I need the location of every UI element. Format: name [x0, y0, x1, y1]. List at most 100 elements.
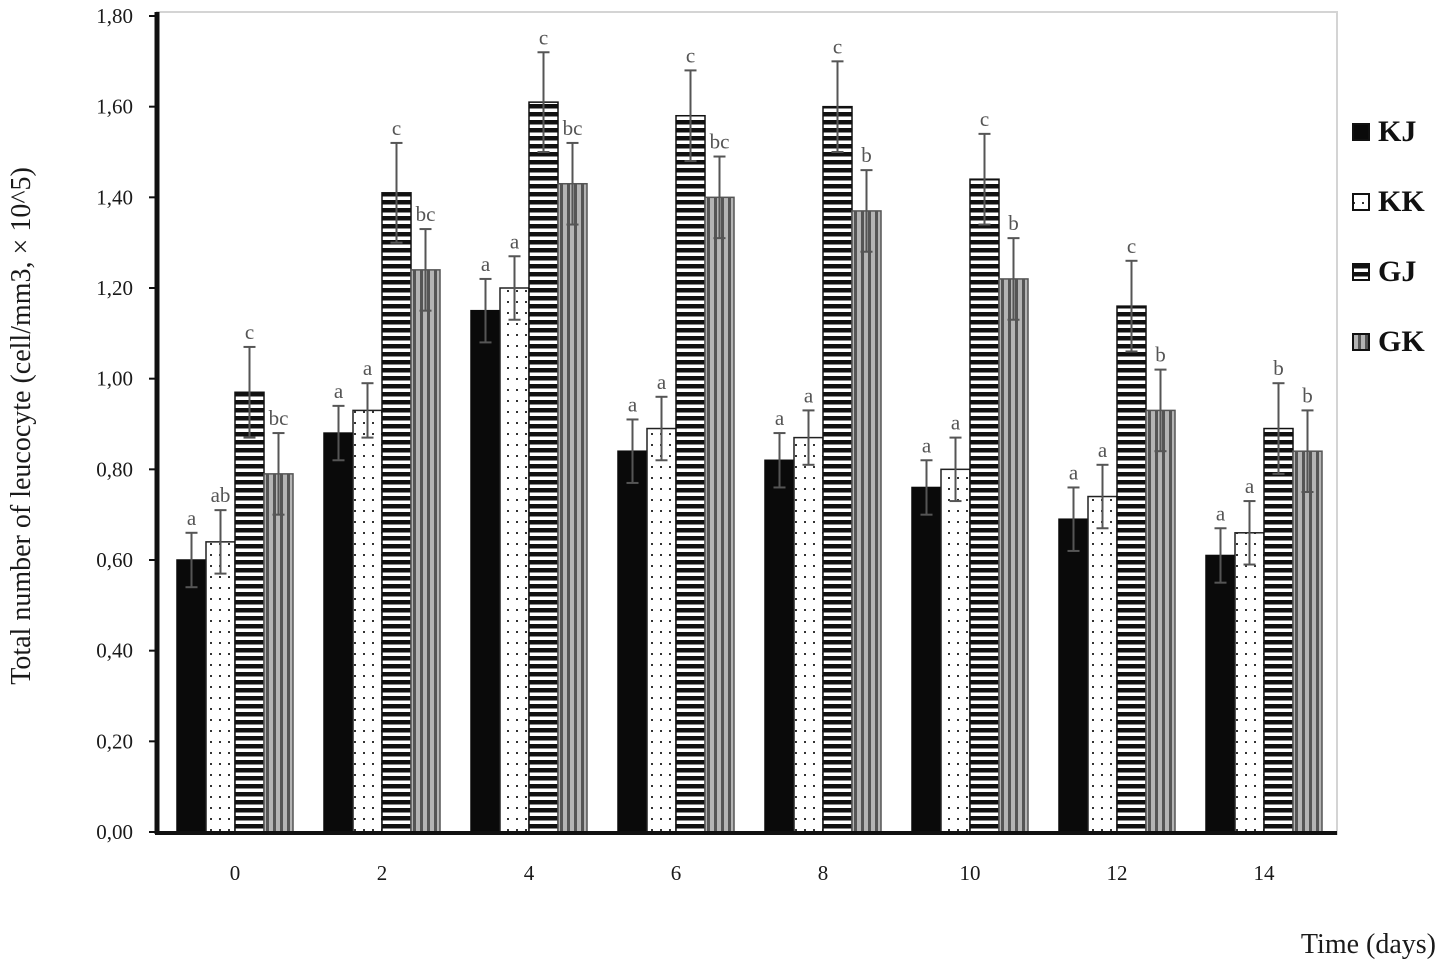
error-bar-gj-day-10 — [978, 132, 991, 226]
bar-gj-day-10 — [969, 178, 1000, 833]
error-bar-gj-day-14 — [1272, 382, 1285, 475]
error-bar-kj-day-12 — [1067, 486, 1080, 552]
error-bar-gj-day-6 — [684, 69, 697, 163]
bar-kj-day-10 — [911, 486, 942, 833]
x-tick-2: 2 — [377, 861, 388, 885]
error-bar-kk-day-0 — [214, 509, 227, 575]
sig-label-kj-day-6: a — [628, 392, 638, 416]
sig-label-kj-day-0: a — [187, 506, 197, 530]
sig-label-kj-day-12: a — [1069, 460, 1079, 484]
error-bar-kj-day-4 — [479, 277, 492, 344]
y-tick-label-6: 1,20 — [96, 276, 133, 300]
bar-gk-day-12 — [1145, 409, 1176, 833]
sig-label-kk-day-6: a — [657, 370, 667, 394]
y-tick-label-3: 0,60 — [96, 548, 133, 572]
sig-label-kj-day-8: a — [775, 406, 785, 430]
x-tick-14: 14 — [1254, 861, 1276, 885]
error-bar-kk-day-8 — [802, 409, 815, 466]
x-tick-12: 12 — [1107, 861, 1128, 885]
bar-gk-day-14 — [1292, 450, 1323, 833]
bar-kj-day-6 — [617, 450, 648, 833]
sig-label-gj-day-6: c — [686, 43, 695, 67]
sig-label-kk-day-2: a — [363, 356, 373, 380]
error-bar-gk-day-2 — [419, 228, 432, 312]
legend-label-kj: KJ — [1378, 115, 1416, 148]
bar-kk-day-10 — [940, 468, 971, 833]
error-bar-gj-day-4 — [537, 51, 550, 153]
sig-label-gj-day-12: c — [1127, 234, 1136, 258]
error-bar-kk-day-4 — [508, 255, 521, 321]
bar-kj-day-14 — [1205, 554, 1236, 833]
bar-kk-day-8 — [793, 436, 824, 833]
bar-kk-day-4 — [499, 287, 530, 833]
sig-label-gk-day-12: b — [1155, 343, 1166, 367]
sig-label-kj-day-2: a — [334, 379, 344, 403]
sig-label-kk-day-14: a — [1245, 474, 1255, 498]
error-bar-kk-day-14 — [1243, 500, 1256, 566]
legend-label-kk: KK — [1378, 185, 1425, 218]
bar-gj-day-8 — [822, 105, 853, 833]
error-bar-gk-day-6 — [713, 155, 726, 240]
sig-label-kk-day-0: ab — [211, 483, 231, 507]
sig-label-gj-day-14: b — [1273, 356, 1284, 380]
bar-gk-day-2 — [410, 269, 441, 833]
error-bar-kj-day-0 — [185, 531, 198, 589]
bar-gk-day-0 — [263, 473, 294, 833]
error-bar-gj-day-8 — [831, 60, 844, 153]
y-tick-label-8: 1,60 — [96, 95, 133, 119]
y-tick-labels: 0,00 0,20 0,40 0,60 0,80 1,00 1,20 1,40 1,60 1,80 — [96, 4, 157, 844]
bar-kj-day-8 — [764, 459, 795, 833]
sig-label-kk-day-12: a — [1098, 438, 1108, 462]
y-tick-label-2: 0,40 — [96, 639, 133, 663]
sig-label-gk-day-14: b — [1302, 383, 1313, 407]
bar-gk-day-6 — [704, 196, 735, 833]
error-bar-kj-day-6 — [626, 418, 639, 484]
bar-kk-day-0 — [205, 541, 236, 833]
bar-gj-day-2 — [381, 192, 412, 833]
bar-gj-day-4 — [528, 101, 559, 833]
bar-gk-day-4 — [557, 182, 588, 833]
sig-label-gk-day-2: bc — [416, 202, 436, 226]
bar-kj-day-0 — [176, 559, 207, 833]
error-bar-kk-day-2 — [361, 382, 374, 439]
error-bar-kk-day-6 — [655, 395, 668, 462]
error-bar-gj-day-2 — [390, 141, 403, 244]
y-tick-label-1: 0,20 — [96, 729, 133, 753]
x-tick-6: 6 — [671, 861, 682, 885]
error-bar-gk-day-12 — [1154, 368, 1167, 453]
bar-kk-day-14 — [1234, 532, 1265, 833]
sig-label-kk-day-4: a — [510, 229, 520, 253]
sig-label-kj-day-10: a — [922, 433, 932, 457]
error-bar-kj-day-2 — [332, 404, 345, 462]
y-tick-label-7: 1,40 — [96, 185, 133, 209]
x-axis-title: Time (days) — [1301, 929, 1436, 960]
legend-label-gj: GJ — [1378, 255, 1416, 288]
error-bar-kk-day-10 — [949, 436, 962, 503]
y-tick-label-0: 0,00 — [96, 820, 133, 844]
sig-label-gk-day-0: bc — [269, 406, 289, 430]
bar-gj-day-0 — [234, 391, 265, 833]
bar-kk-day-2 — [352, 409, 383, 833]
bar-kk-day-12 — [1087, 495, 1118, 833]
x-tick-0: 0 — [230, 861, 241, 885]
x-tick-10: 10 — [960, 861, 981, 885]
error-bar-gj-day-12 — [1125, 259, 1138, 353]
sig-label-gk-day-4: bc — [563, 116, 583, 140]
sig-label-gk-day-10: b — [1008, 211, 1019, 235]
error-bar-gk-day-0 — [272, 432, 285, 516]
sig-label-gj-day-0: c — [245, 320, 254, 344]
y-tick-label-9: 1,80 — [96, 4, 133, 28]
sig-label-kj-day-4: a — [481, 252, 491, 276]
sig-label-kj-day-14: a — [1216, 501, 1226, 525]
legend: KJ KK GJ GK — [1352, 115, 1425, 358]
y-tick-label-5: 1,00 — [96, 367, 133, 391]
x-tick-4: 4 — [524, 861, 535, 885]
legend-swatch-gk — [1352, 333, 1370, 351]
bar-gk-day-8 — [851, 210, 882, 833]
error-bar-kj-day-8 — [773, 432, 786, 489]
bars-layer — [176, 51, 1323, 833]
sig-label-gj-day-8: c — [833, 34, 842, 58]
sig-label-kk-day-8: a — [804, 383, 814, 407]
